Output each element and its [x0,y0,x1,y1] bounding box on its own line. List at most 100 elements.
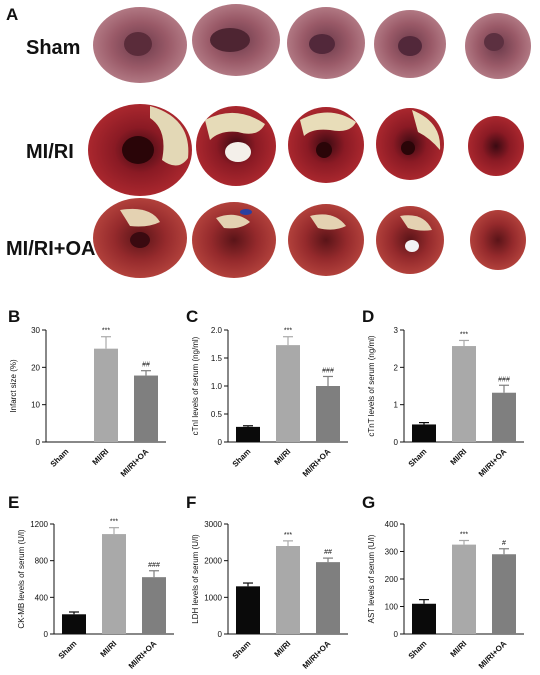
bar [134,375,158,442]
bar [452,544,476,634]
category-label: MI/RI+OA [477,447,509,479]
chart-panel-f: F 0 1000 2000 3000 LDH levels of serum (U/l) S… [186,493,348,671]
y-tick-label: 0 [394,438,399,447]
y-axis-title: Infarct size (%) [9,359,18,413]
heart-slice-lumen [309,34,335,54]
bar [94,348,118,442]
mi-ri-slices [88,104,524,196]
row-label-mi-ri-oa: MI/RI+OA [6,238,95,260]
heart-slice-lumen [225,142,251,162]
infarct-region [310,214,346,230]
heart-slice [470,210,526,270]
significance-label: *** [102,328,110,335]
bar [452,346,476,442]
y-tick-label: 400 [35,593,49,602]
infarct-region [216,214,250,229]
y-tick-label: 0 [44,630,49,639]
panel-letter: G [362,493,375,512]
mi-ri-oa-slices [93,198,526,278]
chart-panel-g: G 0 100 200 300 400 AST levels of serum (U/l) S… [362,493,524,671]
y-tick-label: 1000 [204,593,222,602]
y-axis-title: LDH levels of serum (U/l) [191,534,200,624]
heart-slice [468,116,524,176]
bar [316,562,340,634]
ink-mark [240,209,252,215]
y-tick-label: 2.0 [211,326,223,335]
category-label: MI/RI [273,639,293,659]
y-tick-label: 20 [31,363,40,372]
y-tick-label: 1.0 [211,382,223,391]
significance-label: *** [284,532,292,539]
significance-label: # [502,540,506,547]
category-label: MI/RI+OA [301,447,333,479]
heart-slice-lumen [316,142,332,158]
bar [316,386,340,442]
panel-a-heart-sections: A Sham MI/RI MI/RI+OA [6,4,531,278]
y-tick-label: 0.5 [211,410,223,419]
chart-panel-b: B 0 10 20 30 Infarct size (%) Sham *** MI/RI ## MI… [8,307,166,479]
heart-slice-lumen [210,28,250,52]
y-axis-title: CK-MB levels of serum (U/l) [17,529,26,628]
heart-slice-lumen [122,136,154,164]
heart-slice-lumen [405,240,419,252]
significance-label: ## [142,362,150,369]
panel-letter: C [186,307,198,326]
row-label-sham: Sham [26,37,80,59]
y-tick-label: 1.5 [211,354,223,363]
infarct-region [150,106,189,166]
category-label: Sham [57,639,79,661]
significance-label: *** [110,519,118,526]
category-label: Sham [231,639,253,661]
heart-slice-lumen [401,141,415,155]
y-tick-label: 200 [385,575,399,584]
row-label-mi-ri: MI/RI [26,141,74,163]
significance-label: ### [322,367,334,374]
y-tick-label: 0 [394,630,399,639]
bar [276,345,300,442]
y-axis-title: cTnI levels of serum (ng/ml) [191,336,200,435]
heart-slice-lumen [130,232,150,248]
bar [412,424,436,442]
y-tick-label: 100 [385,603,399,612]
significance-label: *** [284,328,292,335]
category-label: MI/RI [273,447,293,467]
y-axis-title: cTnT levels of serum (ng/ml) [367,335,376,437]
infarct-region [400,215,432,231]
heart-slice [288,204,364,276]
category-label: MI/RI+OA [301,639,333,671]
significance-label: ## [324,549,332,556]
chart-panel-e: E 0 400 800 1200 CK-MB levels of serum (U/l) S… [8,493,174,671]
category-label: Sham [407,639,429,661]
category-label: MI/RI [449,639,469,659]
bar [412,603,436,634]
category-label: Sham [407,447,429,469]
y-tick-label: 1 [394,401,399,410]
bar [142,577,166,634]
y-tick-label: 1200 [30,520,48,529]
category-label: MI/RI+OA [119,447,151,479]
y-tick-label: 3000 [204,520,222,529]
bar [62,614,86,634]
category-label: Sham [231,447,253,469]
category-label: MI/RI+OA [127,639,159,671]
sham-slices [93,4,531,83]
heart-slice-lumen [484,33,504,51]
y-axis-title: AST levels of serum (U/l) [367,534,376,623]
bar [236,426,260,442]
heart-slice [192,202,276,278]
bar [276,546,300,634]
y-tick-label: 400 [385,520,399,529]
infarct-region [412,110,441,150]
infarct-region [205,112,265,140]
category-label: Sham [49,447,71,469]
significance-label: *** [460,532,468,539]
y-tick-label: 3 [394,326,399,335]
panel-letter: E [8,493,19,512]
bar [102,534,126,634]
panel-letter: F [186,493,196,512]
y-tick-label: 30 [31,326,40,335]
infarct-region [120,208,160,227]
bar [492,392,516,442]
category-label: MI/RI [449,447,469,467]
